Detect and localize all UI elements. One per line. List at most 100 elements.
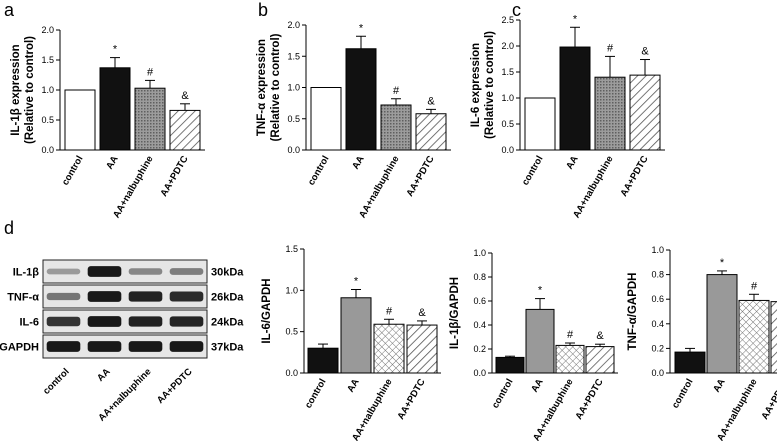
- bar-control: [524, 97, 556, 151]
- blot-row: IL-1β 30kDa: [13, 259, 244, 284]
- category-label: AA: [345, 377, 361, 395]
- chart-6: 0.0 0.2 0.4 0.6 0.8 1.0 TNF-α/GAPDH control * AA #…: [627, 245, 777, 441]
- significance-mark: *: [538, 285, 543, 297]
- y-tick-label: 1.0: [285, 285, 298, 295]
- bar-aa: [706, 274, 738, 374]
- bar-control: [310, 87, 342, 151]
- blot-membrane: [42, 309, 208, 334]
- blot-band: [87, 266, 122, 277]
- category-label: control: [520, 154, 546, 187]
- blot-protein-label: TNF-α: [7, 292, 39, 304]
- y-tick-label: 0.8: [651, 270, 664, 280]
- y-tick-label: 0.4: [473, 320, 486, 330]
- bar-aa-pdtc: [629, 74, 661, 151]
- bar-aa: [99, 67, 131, 151]
- significance-mark: *: [354, 276, 359, 288]
- blot-membrane: [42, 284, 208, 309]
- y-tick-label: 0.0: [285, 368, 298, 378]
- bar-control: [64, 89, 96, 151]
- category-label: AA: [529, 377, 545, 395]
- blot-protein-label: GAPDH: [0, 342, 39, 354]
- y-axis-label: TNF-α/GAPDH: [627, 273, 639, 351]
- significance-mark: &: [596, 330, 604, 342]
- blot-kda-label: 24kDa: [211, 317, 244, 329]
- panel-label-d: d: [4, 218, 14, 238]
- bar-aa-pdtc: [169, 109, 201, 151]
- y-tick-label: 1.0: [651, 245, 664, 255]
- bar-aa-nalbuphine: [738, 299, 770, 374]
- blot-band: [128, 316, 163, 327]
- bar-aa-nalbuphine: [555, 344, 585, 374]
- y-axis-label: TNF-α expression: [256, 39, 268, 136]
- y-tick-label: 0.2: [473, 344, 486, 354]
- category-label: AA+PDTC: [619, 154, 651, 199]
- category-label: control: [490, 377, 516, 410]
- blot-band: [87, 341, 122, 352]
- chart-2: 0.0 0.5 1.0 1.5 2.0 TNF-α expression (Relative…: [256, 20, 451, 220]
- significance-mark: &: [181, 90, 189, 102]
- chart-5: 0.0 0.2 0.4 0.6 0.8 1.0 IL-1β/GAPDH control * AA #…: [449, 248, 618, 441]
- y-axis-label: (Relative to control): [484, 31, 496, 139]
- panel-label-c: c: [512, 0, 521, 20]
- category-label: control: [306, 154, 332, 187]
- y-tick-label: 0.5: [41, 115, 54, 125]
- y-tick-label: 0.2: [651, 343, 664, 353]
- y-tick-label: 1.5: [285, 244, 298, 254]
- western-blot: IL-1β 30kDa TNF-α 26kDa IL-6 24kDa GAPDH 37kDa c…: [0, 259, 244, 424]
- y-tick-label: 1.0: [501, 93, 514, 103]
- y-tick-label: 1.5: [501, 67, 514, 77]
- y-axis-label: IL-1β/GAPDH: [449, 277, 461, 349]
- blot-protein-label: IL-1β: [13, 267, 40, 279]
- bar-control: [495, 356, 525, 374]
- y-tick-label: 0.6: [473, 296, 486, 306]
- significance-mark: #: [567, 329, 574, 341]
- y-tick-label: 1.5: [287, 51, 300, 61]
- blot-lane-label: AA+PDTC: [155, 366, 195, 406]
- y-tick-label: 0.0: [651, 368, 664, 378]
- blot-band: [128, 341, 163, 352]
- blot-row: IL-6 24kDa: [19, 309, 244, 334]
- y-tick-label: 0.0: [473, 368, 486, 378]
- significance-mark: #: [386, 305, 393, 317]
- blot-band: [169, 291, 204, 302]
- bar-aa-pdtc: [585, 346, 615, 374]
- blot-band: [87, 316, 122, 327]
- blot-lane-label: control: [41, 366, 72, 397]
- significance-mark: *: [359, 22, 364, 34]
- y-tick-label: 0.6: [651, 294, 664, 304]
- significance-mark: #: [607, 42, 614, 54]
- y-tick-label: 0.0: [287, 145, 300, 155]
- significance-mark: &: [427, 95, 435, 107]
- blot-band: [46, 341, 81, 352]
- y-tick-label: 0.4: [651, 319, 664, 329]
- y-tick-label: 0.5: [501, 119, 514, 129]
- blot-band: [169, 341, 204, 352]
- category-label: AA+PDTC: [396, 377, 428, 422]
- bar-aa-nalbuphine: [380, 104, 412, 151]
- chart-3: 0.0 0.5 1.0 1.5 2.0 2.5 IL-6 expression (Relati…: [470, 13, 665, 220]
- significance-mark: &: [641, 46, 649, 58]
- y-tick-label: 0.0: [501, 145, 514, 155]
- significance-mark: #: [751, 280, 758, 292]
- y-axis-label: (Relative to control): [24, 36, 36, 144]
- category-label: AA: [104, 154, 120, 172]
- category-label: AA+PDTC: [159, 154, 191, 199]
- y-tick-label: 1.0: [41, 85, 54, 95]
- bar-aa: [340, 297, 372, 374]
- y-tick-label: 0.5: [285, 327, 298, 337]
- panel-label-a: a: [4, 0, 15, 20]
- category-label: AA+PDTC: [405, 154, 437, 199]
- bar-aa-pdtc: [770, 301, 777, 374]
- blot-membrane: [42, 259, 208, 284]
- bar-aa-nalbuphine: [594, 76, 626, 151]
- y-axis-label: (Relative to control): [270, 33, 282, 141]
- bar-aa-nalbuphine: [134, 87, 166, 151]
- blot-lane-label: AA: [95, 366, 113, 384]
- panel-label-b: b: [258, 0, 268, 20]
- blot-kda-label: 30kDa: [211, 267, 244, 279]
- blot-protein-label: IL-6: [19, 317, 39, 329]
- y-axis-label: IL-6/GAPDH: [261, 278, 273, 343]
- blot-row: TNF-α 26kDa: [7, 284, 244, 309]
- blot-band: [46, 292, 81, 301]
- y-axis-label: IL-6 expression: [470, 43, 482, 127]
